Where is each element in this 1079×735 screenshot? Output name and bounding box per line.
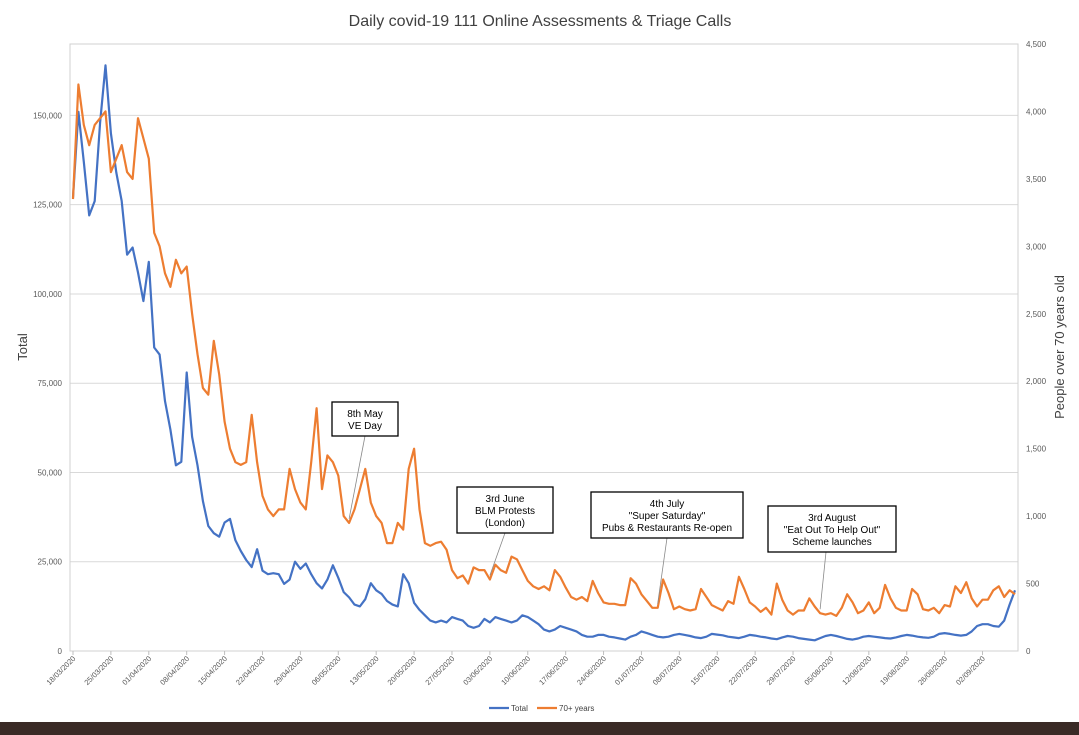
annotation-box bbox=[590, 491, 744, 539]
legend-label: Total bbox=[511, 704, 528, 713]
series-line-70-years bbox=[71, 83, 1016, 617]
x-tick-label: 27/05/2020 bbox=[423, 654, 456, 687]
y-tick-label: 125,000 bbox=[33, 201, 62, 210]
x-axis-ticks: 18/03/2020 25/03/2020 01/04/2020 08/04/2020… bbox=[45, 651, 987, 687]
x-tick-label: 15/04/2020 bbox=[196, 654, 229, 687]
right-axis-ticks: 0 500 1,000 1,500 2,000 2,500 3,000 3,500 4,000 4… bbox=[1026, 40, 1047, 656]
left-axis-ticks: 0 25,000 50,000 75,000 100,000 125,000 150,000 bbox=[33, 111, 62, 656]
x-tick-label: 29/07/2020 bbox=[765, 654, 798, 687]
annotation-text: BLM Protests bbox=[475, 506, 535, 517]
y2-tick-label: 2,000 bbox=[1026, 377, 1047, 386]
annotation-text: 3rd June bbox=[486, 494, 525, 505]
y2-tick-label: 1,000 bbox=[1026, 512, 1047, 521]
y2-tick-label: 500 bbox=[1026, 580, 1040, 589]
legend: Total 70+ years bbox=[489, 704, 594, 713]
series-line-total bbox=[71, 64, 1017, 642]
y2-tick-label: 2,500 bbox=[1026, 310, 1047, 319]
y2-tick-label: 3,500 bbox=[1026, 175, 1047, 184]
annotation-text: "Super Saturday" bbox=[629, 511, 706, 522]
x-tick-label: 03/06/2020 bbox=[461, 654, 494, 687]
x-tick-label: 08/04/2020 bbox=[158, 654, 191, 687]
y2-tick-label: 3,000 bbox=[1026, 242, 1047, 251]
annotation-text: 8th May bbox=[347, 409, 383, 420]
y-tick-label: 50,000 bbox=[38, 468, 63, 477]
annotation-text: VE Day bbox=[348, 421, 382, 432]
bottom-bar bbox=[0, 722, 1079, 735]
y2-axis-label: People over 70 years old bbox=[1052, 275, 1067, 419]
x-tick-label: 25/03/2020 bbox=[82, 654, 115, 687]
x-tick-label: 10/06/2020 bbox=[499, 654, 532, 687]
annotation-text: "Eat Out To Help Out" bbox=[784, 525, 881, 536]
x-tick-label: 15/07/2020 bbox=[689, 654, 722, 687]
y-axis-label: Total bbox=[15, 333, 30, 361]
annotation-text: Pubs & Restaurants Re-open bbox=[602, 523, 732, 534]
y2-tick-label: 4,500 bbox=[1026, 40, 1047, 49]
annotation-leader bbox=[657, 537, 668, 604]
annotation-text: (London) bbox=[485, 518, 525, 529]
y2-tick-label: 4,000 bbox=[1026, 107, 1047, 116]
y-tick-label: 100,000 bbox=[33, 290, 62, 299]
x-tick-label: 01/07/2020 bbox=[613, 654, 646, 687]
x-tick-label: 13/05/2020 bbox=[348, 654, 381, 687]
y-tick-label: 0 bbox=[58, 647, 63, 656]
annotation-text: 3rd August bbox=[808, 513, 856, 524]
x-tick-label: 18/03/2020 bbox=[45, 654, 78, 687]
gridlines bbox=[70, 114, 1018, 563]
annotation-box bbox=[456, 486, 554, 534]
x-tick-label: 20/05/2020 bbox=[386, 654, 419, 687]
y-tick-label: 150,000 bbox=[33, 111, 62, 120]
x-tick-label: 24/06/2020 bbox=[575, 654, 608, 687]
x-tick-label: 19/08/2020 bbox=[878, 654, 911, 687]
annotation-text: 4th July bbox=[650, 499, 684, 510]
x-tick-label: 05/08/2020 bbox=[802, 654, 835, 687]
annotation-leader bbox=[489, 532, 506, 576]
y2-tick-label: 1,500 bbox=[1026, 445, 1047, 454]
y-tick-label: 25,000 bbox=[38, 558, 63, 567]
series-lines bbox=[71, 64, 1017, 642]
x-tick-label: 12/08/2020 bbox=[840, 654, 873, 687]
y2-tick-label: 0 bbox=[1026, 647, 1031, 656]
plot-area-border bbox=[69, 43, 1019, 652]
x-tick-label: 01/04/2020 bbox=[120, 654, 153, 687]
annotation-text: Scheme launches bbox=[792, 537, 872, 548]
x-tick-label: 06/05/2020 bbox=[310, 654, 343, 687]
annotation-box bbox=[331, 401, 399, 437]
x-tick-label: 02/09/2020 bbox=[954, 654, 987, 687]
x-tick-label: 29/04/2020 bbox=[272, 654, 305, 687]
chart-title: Daily covid-19 111 Online Assessments & … bbox=[349, 13, 732, 30]
legend-label: 70+ years bbox=[559, 704, 594, 713]
x-tick-label: 22/07/2020 bbox=[727, 654, 760, 687]
annotation-leader bbox=[348, 435, 366, 519]
x-tick-label: 17/06/2020 bbox=[537, 654, 570, 687]
annotation-leader bbox=[819, 551, 827, 610]
annotation-box bbox=[767, 505, 897, 553]
y-tick-label: 75,000 bbox=[38, 379, 63, 388]
x-tick-label: 26/08/2020 bbox=[916, 654, 949, 687]
x-tick-label: 08/07/2020 bbox=[651, 654, 684, 687]
x-tick-label: 22/04/2020 bbox=[234, 654, 267, 687]
